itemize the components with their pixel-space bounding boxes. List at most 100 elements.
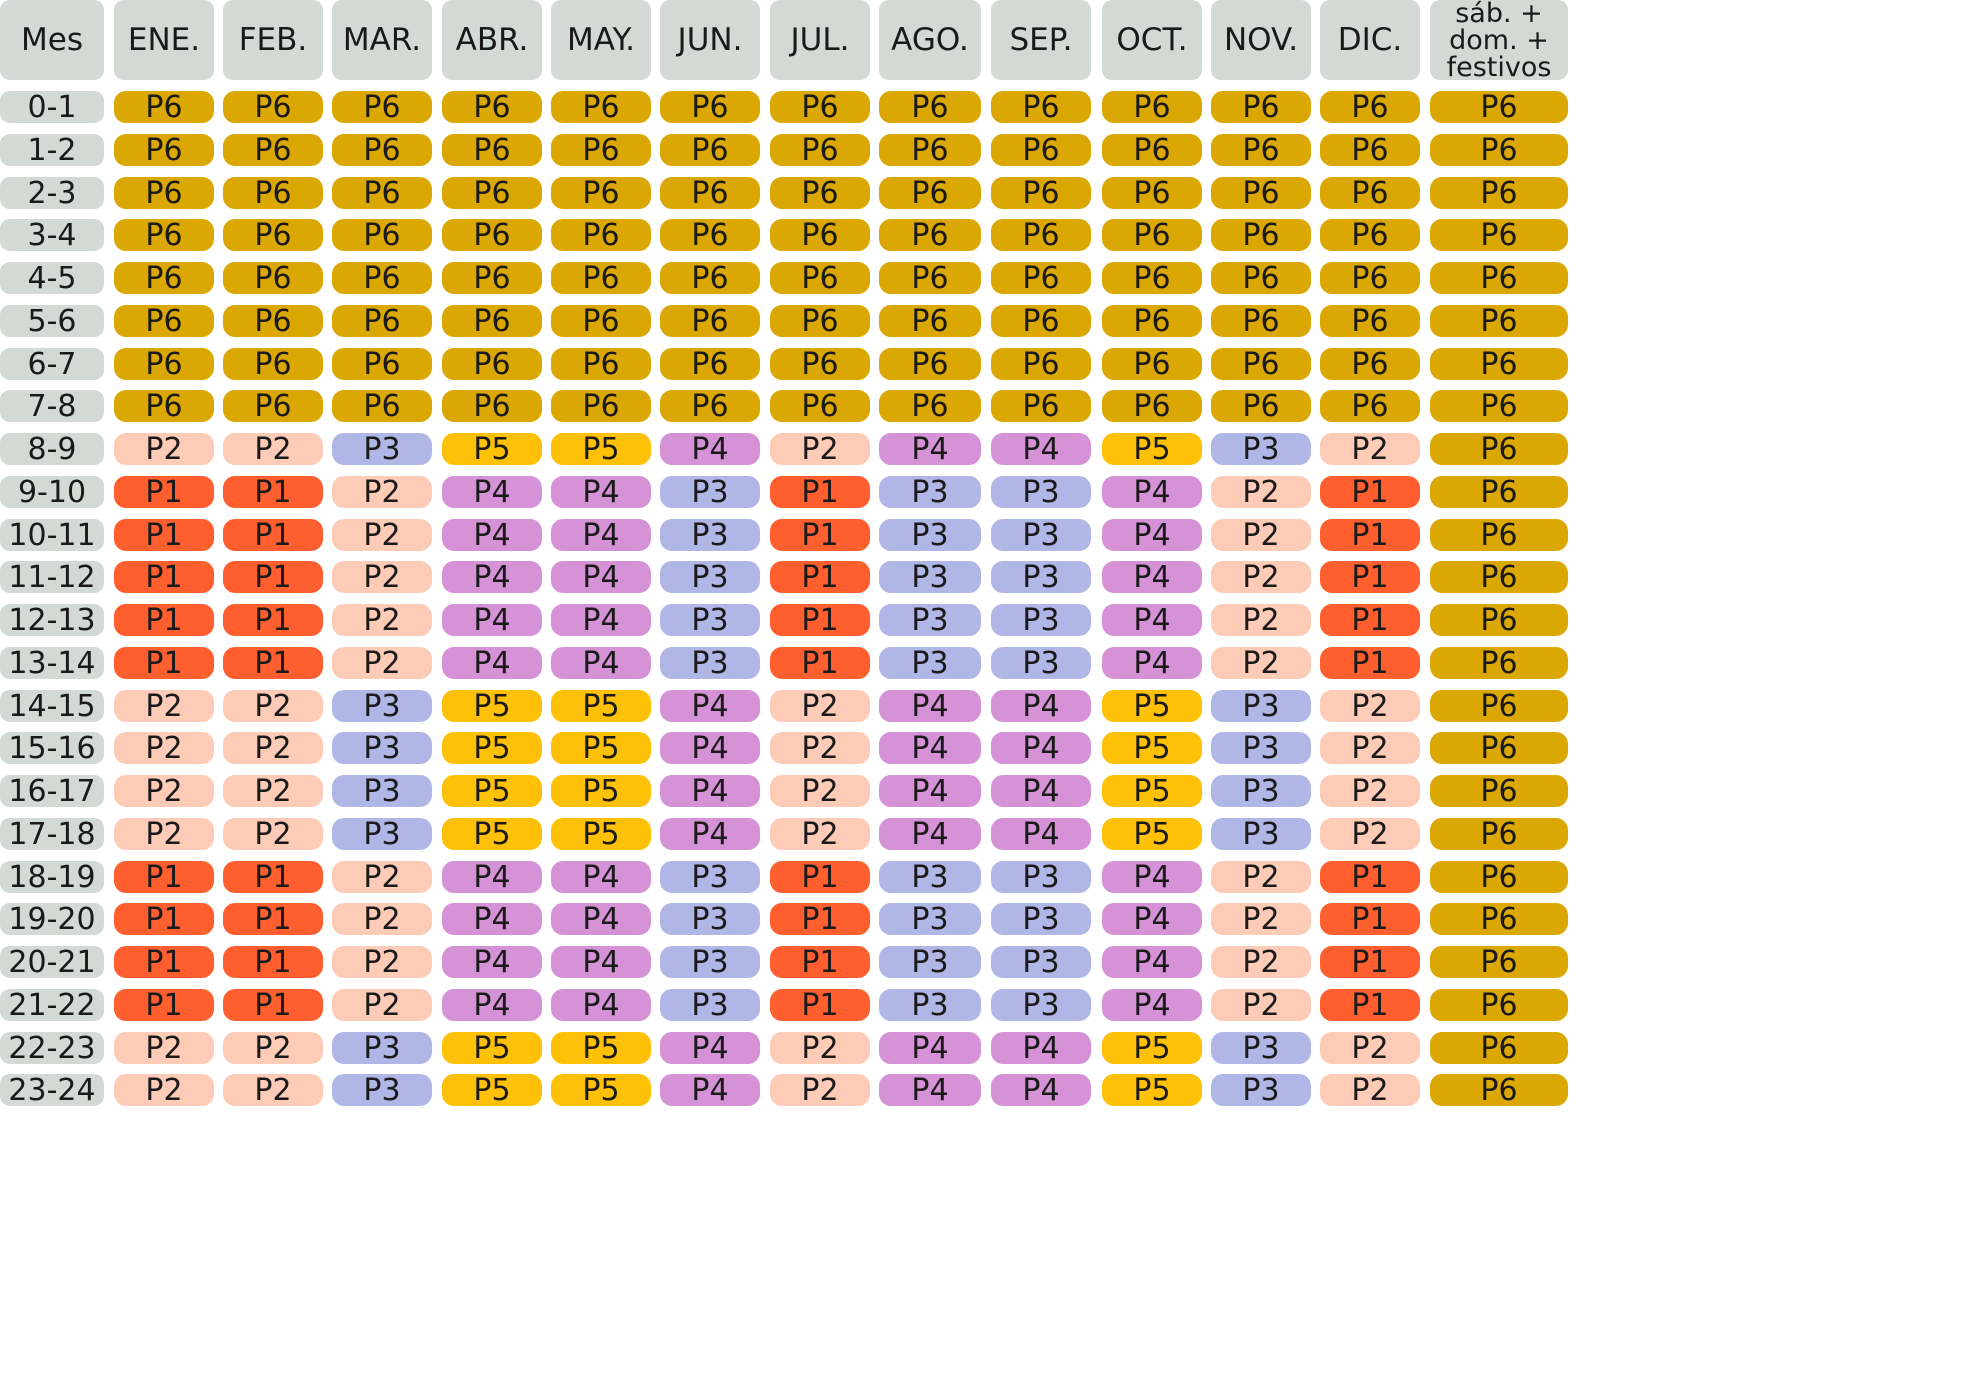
period-pill-weekend: P6 (1430, 988, 1568, 1023)
period-pill: P5 (1102, 432, 1202, 467)
period-pill: P2 (114, 1031, 214, 1066)
period-pill: P1 (1320, 945, 1420, 980)
period-pill: P6 (114, 90, 214, 125)
header-month: ENE. (114, 0, 214, 80)
period-pill: P6 (332, 176, 432, 211)
period-pill: P3 (991, 646, 1091, 681)
period-pill: P6 (1320, 90, 1420, 125)
period-pill: P4 (551, 988, 651, 1023)
period-pill: P6 (332, 133, 432, 168)
period-pill: P4 (1102, 475, 1202, 510)
period-pill-weekend: P6 (1430, 347, 1568, 382)
period-pill: P1 (770, 902, 870, 937)
period-pill: P6 (660, 90, 760, 125)
period-pill: P6 (991, 304, 1091, 339)
period-pill: P2 (223, 1073, 323, 1108)
period-pill: P1 (1320, 560, 1420, 595)
period-pill: P6 (660, 176, 760, 211)
period-pill: P2 (770, 689, 870, 724)
period-pill-weekend: P6 (1430, 1031, 1568, 1066)
period-pill: P3 (332, 432, 432, 467)
period-pill: P2 (114, 1073, 214, 1108)
period-pill-weekend: P6 (1430, 261, 1568, 296)
period-pill: P4 (660, 731, 760, 766)
period-pill: P2 (770, 817, 870, 852)
period-pill: P4 (551, 603, 651, 638)
period-pill: P6 (223, 304, 323, 339)
period-pill: P1 (223, 646, 323, 681)
period-pill: P4 (660, 1031, 760, 1066)
period-pill: P3 (879, 902, 981, 937)
period-pill: P3 (991, 518, 1091, 553)
period-pill: P1 (770, 518, 870, 553)
period-pill: P5 (442, 731, 542, 766)
period-pill: P1 (770, 475, 870, 510)
period-pill: P2 (332, 988, 432, 1023)
period-pill: P6 (442, 90, 542, 125)
period-pill: P1 (114, 603, 214, 638)
period-pill: P6 (1211, 304, 1311, 339)
period-pill: P3 (1211, 1073, 1311, 1108)
period-pill: P6 (551, 261, 651, 296)
period-pill: P1 (223, 860, 323, 895)
period-pill: P4 (660, 689, 760, 724)
period-pill: P3 (1211, 731, 1311, 766)
period-pill: P6 (551, 176, 651, 211)
period-pill: P6 (114, 304, 214, 339)
period-pill: P1 (1320, 646, 1420, 681)
period-pill: P6 (223, 347, 323, 382)
period-pill: P1 (114, 945, 214, 980)
period-pill: P4 (1102, 518, 1202, 553)
period-pill: P3 (332, 774, 432, 809)
period-pill: P6 (223, 90, 323, 125)
hour-label: 13-14 (0, 646, 104, 681)
period-pill: P6 (991, 90, 1091, 125)
period-pill: P6 (1320, 304, 1420, 339)
period-pill: P6 (223, 389, 323, 424)
period-pill: P3 (1211, 1031, 1311, 1066)
period-pill-weekend: P6 (1430, 560, 1568, 595)
period-pill: P6 (442, 347, 542, 382)
period-pill: P6 (332, 347, 432, 382)
period-pill: P5 (442, 817, 542, 852)
period-pill: P6 (1320, 176, 1420, 211)
period-pill: P6 (1102, 90, 1202, 125)
period-pill: P6 (660, 304, 760, 339)
period-pill: P3 (660, 560, 760, 595)
period-pill: P6 (660, 389, 760, 424)
period-pill: P4 (442, 560, 542, 595)
period-pill-weekend: P6 (1430, 1073, 1568, 1108)
period-pill: P6 (442, 176, 542, 211)
period-pill: P6 (551, 133, 651, 168)
period-pill: P6 (332, 90, 432, 125)
period-pill: P6 (114, 133, 214, 168)
period-pill: P3 (991, 988, 1091, 1023)
period-pill: P5 (442, 1073, 542, 1108)
period-pill: P4 (1102, 560, 1202, 595)
period-pill: P6 (114, 176, 214, 211)
period-pill: P5 (551, 731, 651, 766)
period-pill: P6 (442, 304, 542, 339)
period-pill: P5 (551, 689, 651, 724)
period-pill: P6 (879, 90, 981, 125)
period-pill: P6 (442, 218, 542, 253)
period-pill: P2 (770, 1031, 870, 1066)
period-pill: P1 (223, 945, 323, 980)
hour-label: 22-23 (0, 1031, 104, 1066)
period-pill: P6 (1320, 389, 1420, 424)
period-pill: P4 (991, 1073, 1091, 1108)
header-month: FEB. (223, 0, 323, 80)
period-pill: P6 (991, 218, 1091, 253)
period-pill: P4 (879, 774, 981, 809)
period-pill: P3 (1211, 817, 1311, 852)
period-pill: P1 (114, 560, 214, 595)
period-pill: P6 (770, 133, 870, 168)
period-pill: P6 (1320, 218, 1420, 253)
period-pill: P5 (1102, 689, 1202, 724)
period-pill-weekend: P6 (1430, 518, 1568, 553)
period-pill: P6 (1211, 261, 1311, 296)
period-pill: P1 (223, 560, 323, 595)
period-pill: P6 (991, 133, 1091, 168)
period-pill-weekend: P6 (1430, 945, 1568, 980)
period-pill: P2 (1211, 646, 1311, 681)
